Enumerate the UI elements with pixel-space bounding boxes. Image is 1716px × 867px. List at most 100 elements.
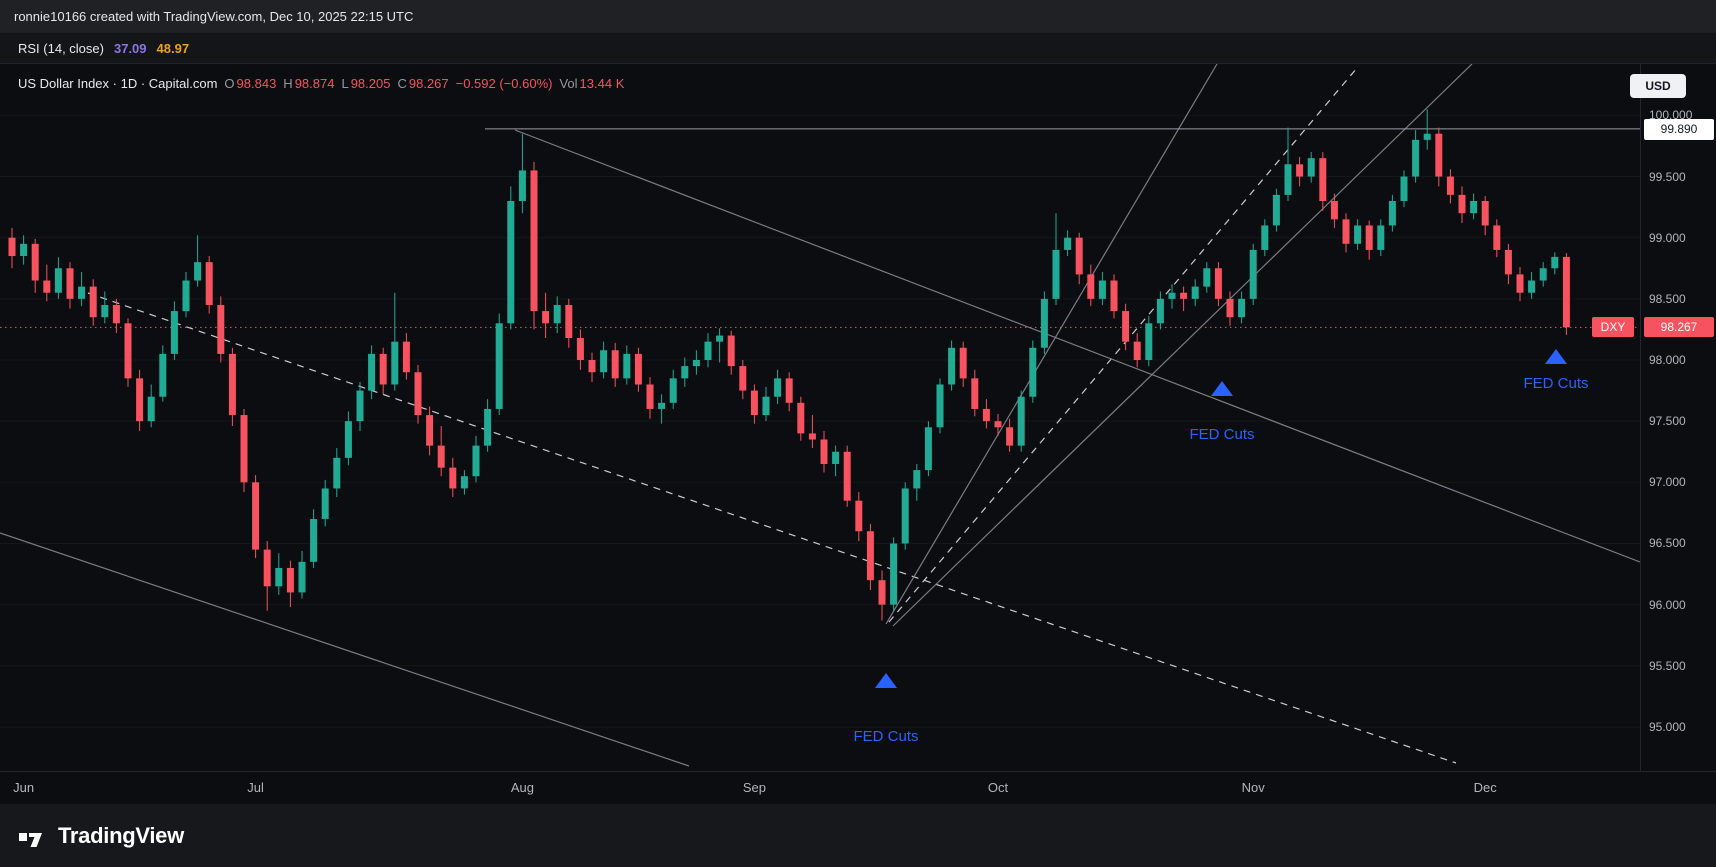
candle[interactable] bbox=[298, 561, 306, 593]
currency-toggle-button[interactable]: USD bbox=[1630, 74, 1686, 98]
candle[interactable] bbox=[1272, 194, 1280, 226]
candle[interactable] bbox=[727, 335, 735, 367]
candle[interactable] bbox=[136, 378, 144, 422]
candle[interactable] bbox=[739, 366, 747, 391]
candle[interactable] bbox=[333, 457, 341, 489]
candle[interactable] bbox=[611, 350, 619, 379]
candle[interactable] bbox=[1319, 158, 1327, 201]
candle[interactable] bbox=[240, 415, 248, 483]
candle[interactable] bbox=[878, 580, 886, 605]
candle[interactable] bbox=[1040, 298, 1048, 348]
candle[interactable] bbox=[1528, 280, 1536, 293]
candle[interactable] bbox=[54, 268, 62, 293]
candle[interactable] bbox=[321, 488, 329, 520]
candle[interactable] bbox=[228, 353, 236, 416]
candle[interactable] bbox=[344, 421, 352, 458]
candle[interactable] bbox=[460, 476, 468, 489]
candle[interactable] bbox=[8, 237, 16, 257]
candle[interactable] bbox=[913, 470, 921, 489]
candle[interactable] bbox=[1481, 200, 1489, 226]
candle[interactable] bbox=[1168, 292, 1176, 299]
candle[interactable] bbox=[959, 347, 967, 379]
candle[interactable] bbox=[1180, 292, 1188, 299]
candle[interactable] bbox=[194, 262, 202, 281]
candle[interactable] bbox=[147, 396, 155, 422]
candle[interactable] bbox=[124, 323, 132, 379]
candle[interactable] bbox=[472, 445, 480, 477]
candle[interactable] bbox=[159, 353, 167, 397]
candle[interactable] bbox=[774, 378, 782, 397]
candle[interactable] bbox=[1330, 200, 1338, 220]
candle[interactable] bbox=[634, 353, 642, 385]
candle[interactable] bbox=[750, 390, 758, 416]
candle[interactable] bbox=[101, 304, 109, 318]
candle[interactable] bbox=[310, 519, 318, 562]
trendline[interactable] bbox=[514, 129, 1640, 563]
fed-cuts-arrow-icon[interactable] bbox=[1211, 381, 1233, 396]
candle[interactable] bbox=[1064, 237, 1072, 250]
candle[interactable] bbox=[391, 341, 399, 385]
candle[interactable] bbox=[785, 378, 793, 403]
candle[interactable] bbox=[1493, 225, 1501, 250]
candle[interactable] bbox=[623, 353, 631, 379]
candle[interactable] bbox=[1029, 347, 1037, 397]
candle[interactable] bbox=[1098, 280, 1106, 299]
trendline[interactable] bbox=[87, 292, 1457, 764]
candle[interactable] bbox=[205, 262, 213, 305]
candle[interactable] bbox=[495, 323, 503, 409]
candle[interactable] bbox=[948, 347, 956, 385]
candle[interactable] bbox=[762, 396, 770, 416]
candle[interactable] bbox=[1017, 396, 1025, 446]
candle[interactable] bbox=[1075, 237, 1083, 275]
candle[interactable] bbox=[1342, 219, 1350, 244]
candle[interactable] bbox=[217, 304, 225, 354]
candle[interactable] bbox=[669, 378, 677, 403]
candle[interactable] bbox=[797, 402, 805, 434]
candle[interactable] bbox=[89, 286, 97, 318]
candle[interactable] bbox=[275, 567, 283, 587]
tradingview-logo-icon[interactable] bbox=[18, 823, 48, 849]
candle[interactable] bbox=[588, 360, 596, 373]
price-axis[interactable]: 99.890 98.267 100.000 99.500 99.000 98.500 9… bbox=[1640, 64, 1716, 771]
candle[interactable] bbox=[1052, 249, 1060, 299]
candle[interactable] bbox=[1087, 274, 1095, 299]
candle[interactable] bbox=[855, 500, 863, 532]
candle[interactable] bbox=[1458, 194, 1466, 214]
candle[interactable] bbox=[1122, 311, 1130, 342]
candle[interactable] bbox=[1435, 133, 1443, 177]
candle[interactable] bbox=[982, 408, 990, 422]
candle[interactable] bbox=[1388, 200, 1396, 226]
symbol-title[interactable]: US Dollar Index · 1D · Capital.com bbox=[18, 76, 218, 91]
candle[interactable] bbox=[716, 335, 724, 342]
candle[interactable] bbox=[356, 390, 364, 422]
candle[interactable] bbox=[263, 549, 271, 587]
rsi-indicator-label[interactable]: RSI (14, close) bbox=[18, 40, 104, 56]
symbol-legend[interactable]: US Dollar Index · 1D · Capital.com O 98.… bbox=[18, 76, 624, 91]
candle[interactable] bbox=[1400, 176, 1408, 201]
candle[interactable] bbox=[182, 280, 190, 312]
candle[interactable] bbox=[820, 439, 828, 464]
candle[interactable] bbox=[542, 311, 550, 324]
candle[interactable] bbox=[518, 170, 526, 201]
candle[interactable] bbox=[553, 304, 561, 324]
candle[interactable] bbox=[1214, 268, 1222, 299]
candle[interactable] bbox=[936, 384, 944, 428]
candle[interactable] bbox=[1504, 249, 1512, 275]
candle[interactable] bbox=[66, 268, 74, 299]
candle[interactable] bbox=[1423, 133, 1431, 140]
candle[interactable] bbox=[286, 567, 294, 593]
candle[interactable] bbox=[20, 243, 28, 257]
candle[interactable] bbox=[994, 421, 1002, 428]
candle[interactable] bbox=[1377, 225, 1385, 250]
candle[interactable] bbox=[379, 353, 387, 385]
candle[interactable] bbox=[170, 311, 178, 354]
candle[interactable] bbox=[924, 427, 932, 471]
time-axis[interactable]: Jun Jul Aug Sep Oct Nov Dec bbox=[0, 771, 1716, 804]
candle[interactable] bbox=[1191, 286, 1199, 299]
candle[interactable] bbox=[1006, 427, 1014, 446]
candle[interactable] bbox=[1446, 176, 1454, 195]
candle[interactable] bbox=[1203, 268, 1211, 287]
candle[interactable] bbox=[692, 360, 700, 367]
fed-cuts-label[interactable]: FED Cuts bbox=[1189, 426, 1255, 443]
candle[interactable] bbox=[31, 243, 39, 281]
